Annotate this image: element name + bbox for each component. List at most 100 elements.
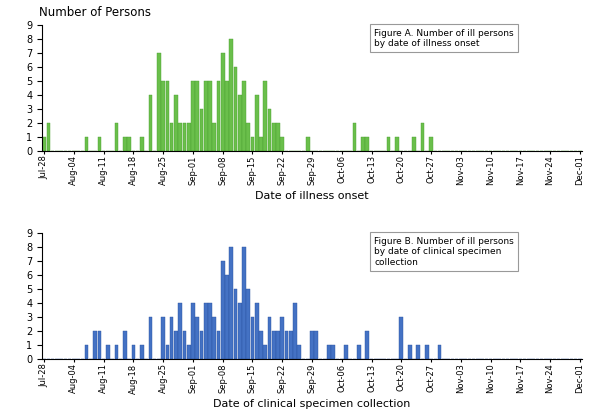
- Bar: [161, 81, 165, 151]
- Bar: [408, 345, 412, 359]
- Bar: [187, 123, 191, 151]
- Bar: [331, 345, 335, 359]
- Bar: [149, 317, 152, 359]
- Bar: [268, 317, 271, 359]
- Bar: [212, 317, 216, 359]
- Bar: [353, 123, 356, 151]
- Bar: [276, 123, 280, 151]
- Bar: [166, 345, 169, 359]
- Bar: [200, 331, 203, 359]
- Bar: [247, 289, 250, 359]
- X-axis label: Date of clinical specimen collection: Date of clinical specimen collection: [214, 399, 410, 409]
- Bar: [251, 317, 254, 359]
- Bar: [85, 345, 88, 359]
- Bar: [115, 123, 118, 151]
- Bar: [251, 137, 254, 151]
- Bar: [47, 123, 50, 151]
- Bar: [272, 123, 275, 151]
- Bar: [306, 137, 310, 151]
- Bar: [425, 345, 428, 359]
- Bar: [421, 123, 424, 151]
- Bar: [233, 289, 237, 359]
- Bar: [357, 345, 361, 359]
- Bar: [127, 137, 131, 151]
- Bar: [204, 81, 208, 151]
- Bar: [170, 123, 173, 151]
- Bar: [247, 123, 250, 151]
- Text: Figure A. Number of ill persons
by date of illness onset: Figure A. Number of ill persons by date …: [374, 28, 514, 48]
- Bar: [314, 331, 318, 359]
- Bar: [395, 137, 399, 151]
- Bar: [289, 331, 293, 359]
- Text: Figure B. Number of ill persons
by date of clinical specimen
collection: Figure B. Number of ill persons by date …: [374, 237, 514, 267]
- Bar: [387, 137, 391, 151]
- Bar: [217, 81, 220, 151]
- Bar: [196, 317, 199, 359]
- Bar: [149, 95, 152, 151]
- Bar: [310, 331, 314, 359]
- Bar: [123, 331, 127, 359]
- Bar: [182, 331, 186, 359]
- Bar: [217, 331, 220, 359]
- Bar: [438, 345, 442, 359]
- Bar: [298, 345, 301, 359]
- Bar: [233, 67, 237, 151]
- Bar: [263, 345, 267, 359]
- Bar: [170, 317, 173, 359]
- Bar: [94, 331, 97, 359]
- Bar: [238, 95, 242, 151]
- Bar: [85, 137, 88, 151]
- Bar: [178, 303, 182, 359]
- Bar: [98, 331, 101, 359]
- Bar: [161, 317, 165, 359]
- Bar: [344, 345, 348, 359]
- Bar: [204, 303, 208, 359]
- Bar: [400, 317, 403, 359]
- Bar: [327, 345, 331, 359]
- Bar: [200, 109, 203, 151]
- Bar: [166, 81, 169, 151]
- Bar: [268, 109, 271, 151]
- Bar: [280, 317, 284, 359]
- Bar: [131, 345, 135, 359]
- Bar: [229, 39, 233, 151]
- Bar: [242, 247, 246, 359]
- Bar: [178, 123, 182, 151]
- Bar: [263, 81, 267, 151]
- Bar: [293, 303, 297, 359]
- Bar: [196, 81, 199, 151]
- Bar: [221, 53, 224, 151]
- Bar: [157, 53, 161, 151]
- Bar: [187, 345, 191, 359]
- Bar: [429, 137, 433, 151]
- Bar: [225, 81, 229, 151]
- Bar: [225, 275, 229, 359]
- Bar: [272, 331, 275, 359]
- Bar: [208, 303, 212, 359]
- Bar: [284, 331, 288, 359]
- Bar: [276, 331, 280, 359]
- Bar: [259, 331, 263, 359]
- Bar: [115, 345, 118, 359]
- Bar: [365, 331, 369, 359]
- Bar: [43, 137, 46, 151]
- Bar: [182, 123, 186, 151]
- Bar: [361, 137, 365, 151]
- Bar: [242, 81, 246, 151]
- Bar: [106, 345, 110, 359]
- Bar: [140, 137, 144, 151]
- Bar: [255, 303, 259, 359]
- Bar: [229, 247, 233, 359]
- Bar: [416, 345, 420, 359]
- Bar: [208, 81, 212, 151]
- Bar: [123, 137, 127, 151]
- Bar: [412, 137, 416, 151]
- Bar: [255, 95, 259, 151]
- Bar: [221, 261, 224, 359]
- Bar: [365, 137, 369, 151]
- Bar: [212, 123, 216, 151]
- Bar: [174, 331, 178, 359]
- Bar: [140, 345, 144, 359]
- Bar: [280, 137, 284, 151]
- Bar: [238, 303, 242, 359]
